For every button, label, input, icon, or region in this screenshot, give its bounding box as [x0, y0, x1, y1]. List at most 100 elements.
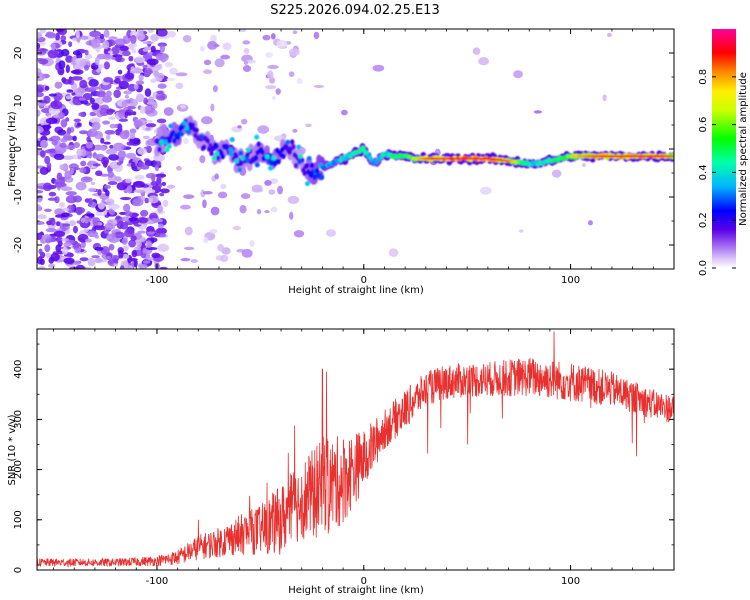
spectrogram-noise-cell [239, 29, 247, 33]
spectrogram-noise-cell [151, 252, 161, 259]
spectrogram-noise-cell [130, 98, 139, 107]
spectrogram-ridge-cell [245, 152, 250, 158]
spectrogram-ridge-clump [229, 137, 235, 143]
spectrogram-noise-cell [63, 241, 72, 247]
spectrogram-noise-cell [122, 50, 131, 57]
spectrogram-noise-cell [106, 108, 114, 115]
spectrogram-noise-cell [237, 125, 242, 129]
spectrogram-noise-cell [91, 112, 97, 117]
spectrogram-noise-cell [72, 69, 84, 75]
spectrogram-ridge-clump [271, 155, 277, 161]
spectrogram-noise-cell [124, 94, 130, 99]
spectrogram-noise-cell [111, 46, 120, 55]
spectrogram-ridge-cell [172, 138, 177, 144]
spectrogram-noise-cell [107, 50, 113, 54]
spectrogram-ridge-clump [214, 151, 220, 157]
spectrogram-ridge-clump [298, 153, 304, 159]
spectrogram-noise-cell [37, 92, 44, 98]
spectrogram-noise-cell [118, 249, 124, 259]
spectrogram-noise-cell [270, 206, 278, 213]
spectrogram-noise-cell [63, 257, 75, 264]
spectrogram-noise-cell [62, 79, 72, 85]
spectrogram-noise-cell [115, 55, 122, 63]
spectrogram-noise-cell [156, 160, 162, 167]
spectrogram-ridge-core [512, 160, 517, 163]
spectrogram-noise-cell [129, 128, 137, 134]
spectrogram-noise-cell [209, 228, 218, 234]
spectrogram-ridge-clump [211, 155, 217, 161]
spectrogram-noise-cell [116, 221, 124, 230]
spectrogram-noise-cell [220, 54, 231, 60]
spectrogram-noise-cell [102, 120, 111, 125]
spectrogram-noise-cell [156, 29, 168, 37]
spectrogram-noise-cell [104, 54, 110, 58]
spectrogram-x-tick-label: 100 [561, 275, 580, 286]
spectrogram-noise-cell [101, 156, 110, 166]
spectrogram-noise-cell [60, 138, 68, 143]
spectrogram-noise-cell [119, 45, 129, 52]
spectrogram-noise-cell [113, 258, 119, 264]
spectrogram-y-tick-label: 20 [13, 47, 24, 60]
spectrogram-noise-cell [220, 183, 227, 189]
spectrogram-noise-cell [128, 217, 138, 222]
spectrogram-noise-cell [55, 244, 62, 253]
spectrogram-noise-cell [114, 77, 121, 84]
spectrogram-ridge-core [671, 155, 674, 158]
spectrogram-noise-cell [91, 121, 101, 131]
spectrogram-ridge-cell [309, 162, 315, 169]
spectrogram-ridge-clump [264, 154, 270, 160]
spectrogram-noise-cell [118, 118, 129, 122]
spectrogram-noise-cell [37, 232, 42, 241]
spectrogram-noise-cell [175, 82, 184, 89]
spectrogram-noise-cell [112, 142, 125, 152]
spectrogram-noise-cell [118, 80, 129, 90]
spectrogram-ridge-cell [304, 162, 310, 169]
spectrogram-noise-cell [108, 237, 120, 243]
spectrogram-noise-cell [118, 109, 126, 115]
spectrogram-noise-cell [65, 95, 73, 100]
spectrogram-noise-cell [76, 206, 83, 216]
spectrogram-noise-cell [182, 34, 192, 43]
spectrogram-noise-cell [249, 240, 255, 247]
spectrogram-noise-cell [65, 191, 77, 196]
spectrogram-ridge-cell [239, 160, 244, 167]
spectrogram-y-tick-label: 10 [13, 95, 24, 108]
spectrogram-noise-cell [103, 29, 110, 38]
spectrogram-ridge-clump [268, 165, 274, 171]
spectrogram-noise-cell [109, 209, 115, 216]
spectrogram-noise-cell [75, 181, 87, 191]
figure-title: S225.2026.094.02.25.E13 [270, 3, 439, 18]
spectrogram-noise-cell [104, 222, 114, 231]
spectrogram-noise-cell [37, 214, 47, 220]
spectrogram-noise-cell [98, 64, 105, 69]
spectrogram-noise-cell [95, 170, 103, 177]
spectrogram-noise-cell [50, 217, 56, 226]
spectrogram-noise-cell [105, 90, 112, 97]
spectrogram-noise-cell [84, 49, 89, 56]
spectrogram-noise-cell [73, 142, 81, 148]
snr-series-line [37, 331, 674, 568]
spectrogram-noise-cell [89, 30, 102, 38]
spectrogram-ridge-clump [168, 123, 174, 129]
spectrogram-noise-cell [99, 33, 105, 40]
spectrogram-noise-cell [124, 228, 135, 238]
spectrogram-noise-cell [45, 228, 57, 233]
spectrogram-noise-cell [121, 100, 128, 108]
spectrogram-noise-cell [119, 130, 130, 140]
spectrogram-noise-cell [88, 79, 99, 88]
spectrogram-noise-cell [48, 148, 57, 153]
spectrogram-noise-cell [70, 167, 75, 175]
snr-y-tick-label: 400 [13, 360, 24, 379]
spectrogram-noise-cell [125, 72, 135, 80]
spectrogram-noise-cell [222, 42, 232, 51]
spectrogram-ridge-clump [285, 139, 291, 145]
spectrogram-noise-cell [80, 160, 87, 167]
spectrogram-noise-cell [45, 117, 58, 125]
spectrogram-noise-cell [145, 119, 153, 123]
snr-frame [36, 328, 675, 571]
spectrogram-noise-cell [200, 45, 205, 52]
spectrogram-noise-cell [87, 258, 96, 267]
spectrogram-noise-cell [305, 123, 312, 128]
spectrogram-noise-cell [147, 138, 158, 146]
